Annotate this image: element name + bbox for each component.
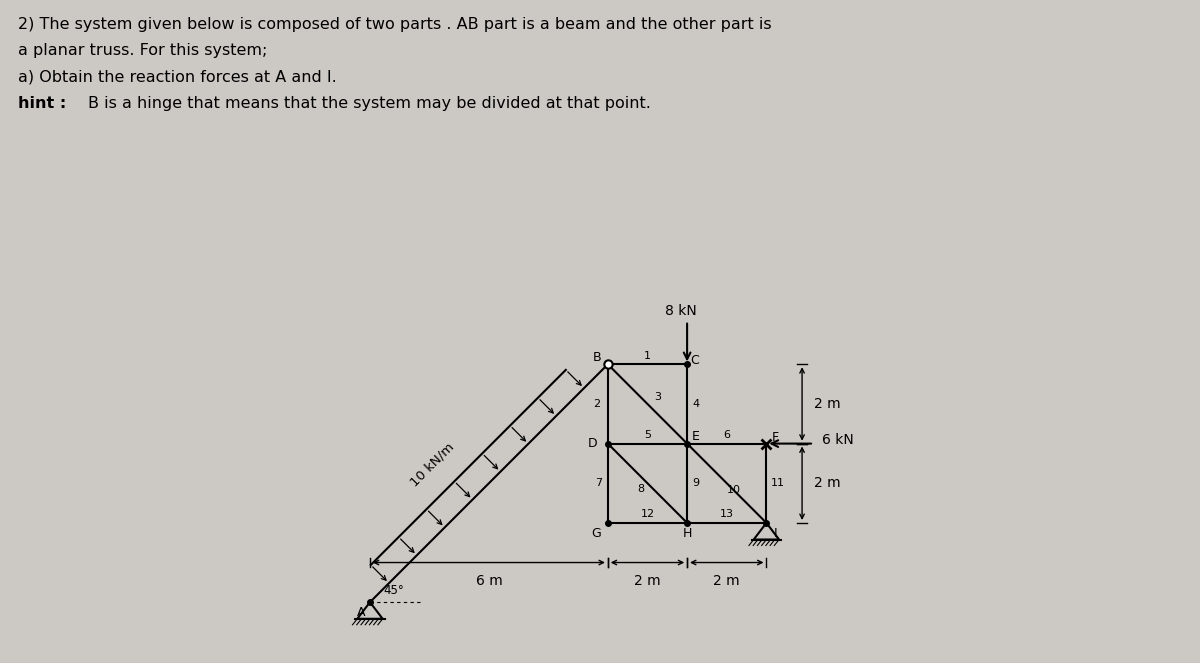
Text: B: B	[593, 351, 601, 364]
Text: a) Obtain the reaction forces at A and I.: a) Obtain the reaction forces at A and I…	[18, 70, 337, 85]
Text: 9: 9	[692, 478, 700, 488]
Text: 7: 7	[595, 478, 602, 488]
Text: 1: 1	[644, 351, 650, 361]
Text: B is a hinge that means that the system may be divided at that point.: B is a hinge that means that the system …	[88, 96, 650, 111]
Text: 11: 11	[770, 478, 785, 488]
Text: 12: 12	[641, 509, 654, 519]
Text: I: I	[773, 528, 776, 540]
Text: 2 m: 2 m	[814, 476, 840, 490]
Text: H: H	[683, 528, 691, 540]
Text: 6 m: 6 m	[475, 573, 503, 587]
Text: hint :: hint :	[18, 96, 72, 111]
Text: D: D	[588, 437, 598, 450]
Text: 2 m: 2 m	[714, 573, 740, 587]
Text: 2 m: 2 m	[634, 573, 661, 587]
Text: A: A	[356, 605, 366, 619]
Text: 13: 13	[720, 509, 733, 519]
Text: 10 kN/m: 10 kN/m	[408, 440, 456, 489]
Text: G: G	[592, 528, 601, 540]
Text: 5: 5	[644, 430, 650, 440]
Text: 6: 6	[724, 430, 731, 440]
Text: 8: 8	[637, 484, 644, 494]
Text: 4: 4	[692, 399, 700, 409]
Text: 6 kN: 6 kN	[822, 434, 853, 448]
Text: a planar truss. For this system;: a planar truss. For this system;	[18, 43, 268, 58]
Text: F: F	[772, 431, 779, 444]
Text: 2 m: 2 m	[814, 397, 840, 411]
Text: C: C	[690, 354, 698, 367]
Text: E: E	[692, 430, 700, 443]
Text: 8 kN: 8 kN	[665, 304, 697, 318]
Text: 2) The system given below is composed of two parts . AB part is a beam and the o: 2) The system given below is composed of…	[18, 17, 772, 32]
Text: 2: 2	[593, 399, 600, 409]
Text: 45°: 45°	[384, 584, 404, 597]
Text: 3: 3	[654, 392, 661, 402]
Text: 10: 10	[727, 485, 740, 495]
